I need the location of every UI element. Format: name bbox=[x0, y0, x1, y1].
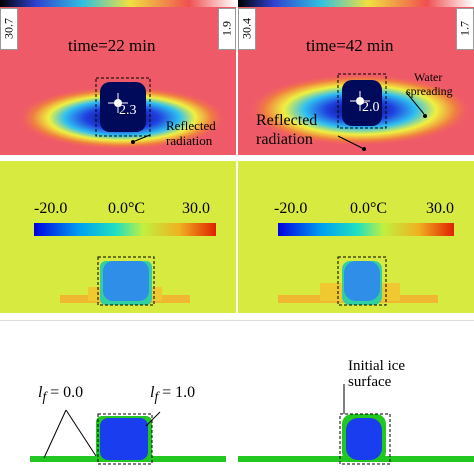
phase-right-graphic bbox=[238, 384, 474, 465]
phase-left-lf-one-label: lf = 1.0 bbox=[150, 384, 195, 405]
sim-right-colorbar-max: 30.0 bbox=[426, 200, 454, 217]
sim-left-colorbar-max: 30.0 bbox=[182, 200, 210, 217]
thermal-image-left: 30.7 1.9 time=22 min 2.3 Reflected radia… bbox=[0, 0, 236, 155]
phase-left-lf-zero-label: lf = 0.0 bbox=[38, 384, 83, 405]
sim-right-colorbar-mid: 0.0°C bbox=[350, 200, 388, 217]
phase-left-graphic bbox=[30, 409, 226, 465]
simulation-right-graphic bbox=[278, 223, 454, 306]
row-divider-2 bbox=[0, 313, 474, 319]
lf-zero-symbol: l bbox=[38, 384, 43, 401]
thermal-right-graphic bbox=[238, 0, 474, 155]
thermal-left-time-label: time=22 min bbox=[68, 36, 156, 55]
thermal-left-graphic bbox=[0, 0, 236, 155]
lf-one-subscript: f bbox=[154, 389, 159, 405]
phase-right-initial-label-1: Initial ice bbox=[348, 358, 406, 374]
sim-right-colorbar-min: -20.0 bbox=[274, 200, 308, 217]
lf-one-symbol: l bbox=[150, 384, 155, 401]
phase-fraction-right: Initial ice surface bbox=[238, 322, 474, 474]
phase-right-initial-label-2: surface bbox=[348, 374, 392, 390]
simulation-temperature-right: -20.0 0.0°C 30.0 bbox=[238, 161, 474, 313]
lf-one-value: = 1.0 bbox=[158, 384, 196, 401]
thermal-right-scale-min: 1.7 bbox=[456, 8, 474, 50]
simulation-temperature-left: -20.0 0.0°C 30.0 bbox=[0, 161, 236, 313]
thermal-left-scale-min: 1.9 bbox=[218, 8, 236, 50]
lf-zero-value: = 0.0 bbox=[46, 384, 84, 401]
thermal-left-reflected-label-2: radiation bbox=[166, 133, 213, 148]
lf-zero-subscript: f bbox=[42, 389, 47, 405]
thermal-right-time-label: time=42 min bbox=[306, 36, 394, 55]
thermal-right-spot-value: 2.0 bbox=[362, 100, 380, 115]
thermal-right-water-label-2: spreading bbox=[406, 84, 453, 98]
thermal-right-reflected-label-1: Reflected bbox=[256, 112, 318, 129]
thermal-left-reflected-label-1: Reflected bbox=[166, 118, 216, 133]
thermal-left-scale-max: 30.7 bbox=[0, 8, 18, 50]
row-separator-line bbox=[0, 320, 474, 321]
thermal-right-water-label-1: Water bbox=[414, 70, 443, 84]
thermal-right-reflected-label-2: radiation bbox=[256, 131, 313, 148]
thermal-left-spot-value: 2.3 bbox=[119, 103, 137, 118]
sim-left-colorbar-min: -20.0 bbox=[34, 200, 68, 217]
simulation-left-graphic bbox=[34, 223, 216, 306]
thermal-image-right: 30.4 1.7 time=42 min 2.0 Water spreading… bbox=[238, 0, 474, 155]
phase-fraction-left: lf = 0.0 lf = 1.0 bbox=[0, 322, 236, 474]
row-divider-1 bbox=[0, 155, 474, 161]
sim-left-colorbar-mid: 0.0°C bbox=[108, 200, 146, 217]
thermal-right-scale-max: 30.4 bbox=[238, 8, 256, 50]
